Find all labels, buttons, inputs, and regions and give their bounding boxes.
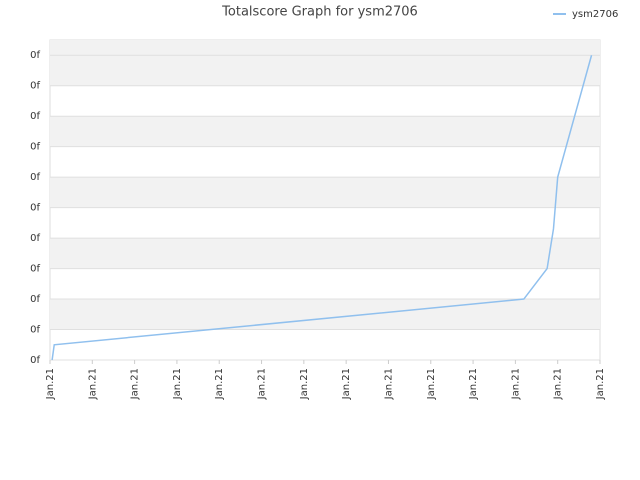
- y-tick-label: 0f: [30, 111, 40, 122]
- x-tick-label: Jan.21: [130, 368, 141, 400]
- x-tick-label: Jan.21: [299, 368, 310, 400]
- x-tick-label: Jan.21: [45, 368, 56, 400]
- x-tick-label: Jan.21: [257, 368, 268, 400]
- grid-band: [50, 55, 600, 86]
- y-tick-label: 0f: [30, 172, 40, 183]
- chart-title: Totalscore Graph for ysm2706: [221, 5, 418, 20]
- y-tick-label: 0f: [30, 233, 40, 244]
- x-tick-label: Jan.21: [383, 368, 394, 400]
- x-tick-label: Jan.21: [214, 368, 225, 400]
- y-tick-label: 0f: [30, 264, 40, 275]
- grid-band: [50, 177, 600, 208]
- y-tick-label: 0f: [30, 325, 40, 336]
- x-tick-label: Jan.21: [87, 368, 98, 400]
- legend-label: ysm2706: [572, 9, 618, 20]
- x-tick-label: Jan.21: [426, 368, 437, 400]
- grid-band: [50, 116, 600, 147]
- grid-band: [50, 40, 600, 56]
- x-tick-label: Jan.21: [172, 368, 183, 400]
- x-tick-label: Jan.21: [341, 368, 352, 400]
- y-tick-label: 0f: [30, 355, 40, 366]
- grid-band: [50, 238, 600, 269]
- grid-band: [50, 299, 600, 330]
- x-tick-label: Jan.21: [595, 368, 606, 400]
- y-tick-label: 0f: [30, 142, 40, 153]
- x-tick-label: Jan.21: [468, 368, 479, 400]
- y-tick-label: 0f: [30, 81, 40, 92]
- x-tick-label: Jan.21: [553, 368, 564, 400]
- y-tick-label: 0f: [30, 294, 40, 305]
- y-tick-label: 0f: [30, 50, 40, 61]
- x-tick-label: Jan.21: [510, 368, 521, 400]
- y-tick-label: 0f: [30, 203, 40, 214]
- line: [51, 55, 593, 361]
